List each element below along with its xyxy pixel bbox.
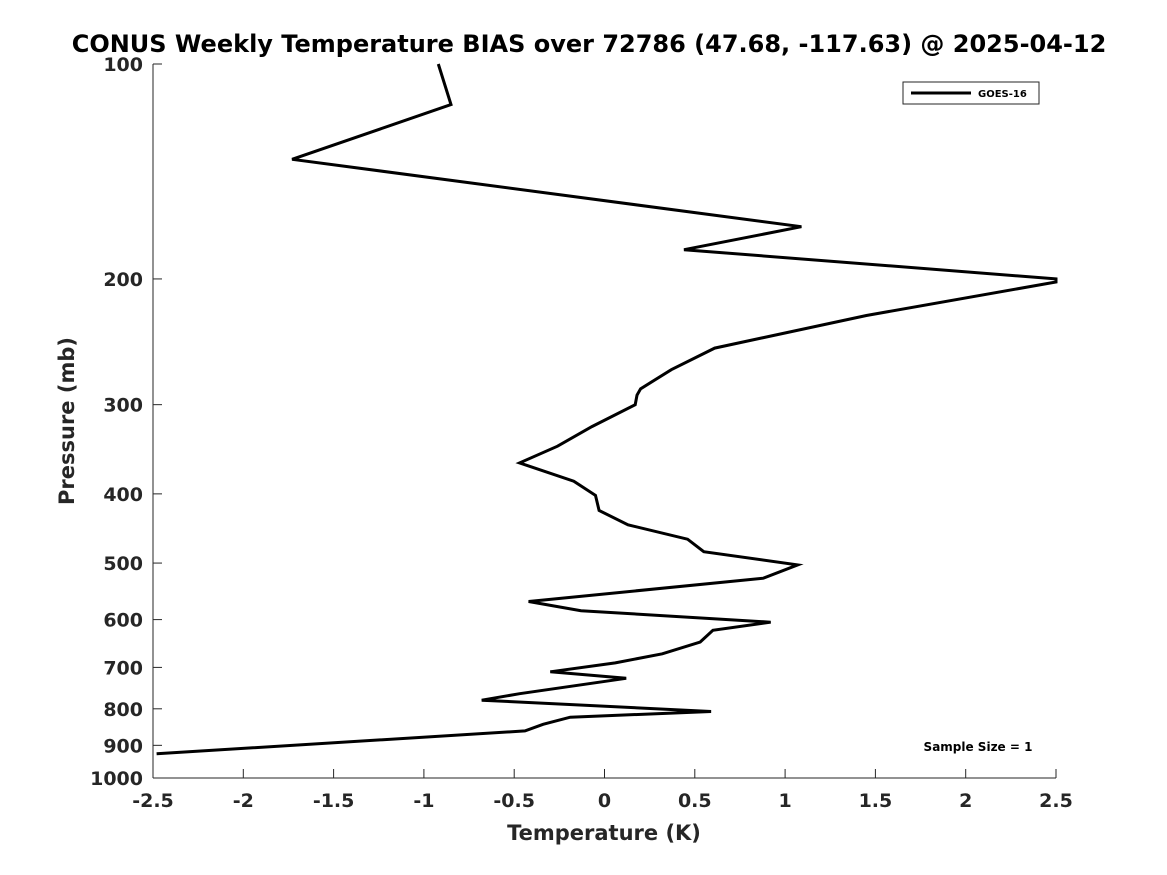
- y-axis-ticks: 100 200 300 400 500 600 700 800 900 1000: [90, 54, 162, 790]
- x-tick-label: 0: [598, 790, 611, 812]
- legend: GOES-16: [902, 81, 1040, 105]
- y-tick-label: 100: [103, 54, 143, 76]
- x-tick-label: -1.5: [313, 790, 355, 812]
- y-tick-label: 500: [103, 553, 143, 575]
- x-tick-label: 2.5: [1039, 790, 1073, 812]
- x-tick-label: 0.5: [678, 790, 712, 812]
- x-tick-label: -0.5: [493, 790, 535, 812]
- y-tick-label: 900: [103, 735, 143, 757]
- x-tick-label: -2.5: [132, 790, 174, 812]
- x-tick-label: 1.5: [859, 790, 893, 812]
- legend-label: GOES-16: [978, 89, 1027, 100]
- y-tick-label: 1000: [90, 768, 143, 790]
- x-axis-label: Temperature (K): [507, 821, 701, 845]
- y-tick-label: 700: [103, 657, 143, 679]
- y-tick-label: 400: [103, 484, 143, 506]
- series-line-goes-16: [156, 63, 1058, 756]
- chart-title: CONUS Weekly Temperature BIAS over 72786…: [72, 30, 1107, 58]
- x-tick-label: 1: [778, 790, 791, 812]
- x-tick-label: -1: [413, 790, 434, 812]
- y-tick-label: 800: [103, 699, 143, 721]
- y-tick-label: 200: [103, 269, 143, 291]
- y-axis-label: Pressure (mb): [55, 337, 79, 505]
- y-tick-label: 600: [103, 610, 143, 632]
- x-tick-label: -2: [233, 790, 254, 812]
- y-tick-label: 300: [103, 395, 143, 417]
- x-tick-label: 2: [959, 790, 972, 812]
- x-axis-ticks: -2.5 -2 -1.5 -1 -0.5 0 0.5 1 1.5 2 2.5: [132, 769, 1073, 812]
- sample-size-annotation: Sample Size = 1: [924, 740, 1033, 754]
